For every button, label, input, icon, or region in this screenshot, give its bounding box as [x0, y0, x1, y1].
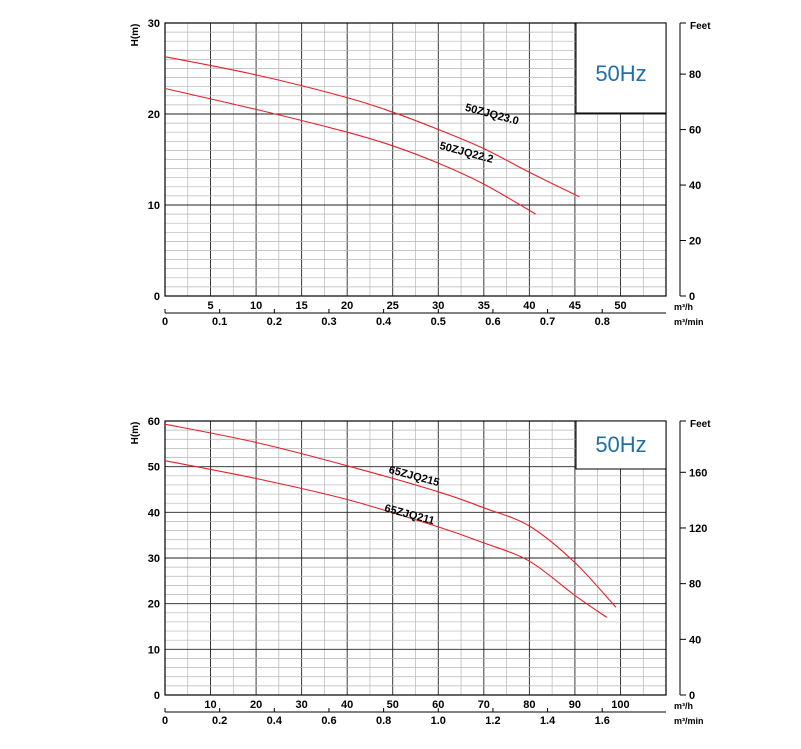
x2-tick-label: 0.5	[431, 316, 446, 328]
feet-tick-label: 0	[689, 291, 695, 303]
x2-tick-label: 0.2	[267, 316, 282, 328]
x2-tick-label: 0.2	[212, 715, 227, 727]
x2-tick-label: 0.8	[376, 715, 391, 727]
x2-tick-label: 0.6	[485, 316, 500, 328]
x-tick-label: 20	[250, 699, 262, 711]
plot-frame	[164, 22, 667, 297]
x2-tick-label: 0.4	[267, 715, 283, 727]
y-tick-label: 10	[148, 200, 160, 212]
grid	[164, 22, 667, 297]
feet-tick-label: 20	[689, 236, 701, 248]
x-tick-label: 10	[250, 300, 262, 312]
x-tick-label: 30	[432, 300, 444, 312]
feet-tick-label: 80	[689, 69, 701, 81]
y-tick-label: 30	[148, 553, 160, 565]
x-tick-label: 15	[296, 300, 308, 312]
x-tick-label: 35	[478, 300, 490, 312]
feet-axis-label: Feet	[690, 419, 711, 430]
x-tick-label: 10	[204, 699, 216, 711]
y-tick-label: 20	[148, 109, 160, 121]
feet-tick-label: 160	[689, 467, 707, 479]
feet-axis-label: Feet	[690, 21, 711, 32]
x2-tick-label: 0	[162, 316, 168, 328]
x2-unit-label: m³/min	[674, 317, 704, 327]
x2-tick-label: 0.1	[212, 316, 227, 328]
y-tick-label: 60	[148, 416, 160, 428]
y-axis-label: H(m)	[130, 24, 141, 47]
x2-tick-label: 1.6	[595, 715, 610, 727]
x2-tick-label: 1.2	[485, 715, 500, 727]
x-tick-label: 20	[341, 300, 353, 312]
x-tick-label: 100	[611, 699, 629, 711]
feet-tick-label: 120	[689, 523, 707, 535]
x-tick-label: 30	[296, 699, 308, 711]
frequency-badge: 50Hz	[595, 432, 646, 457]
x-tick-label: 60	[432, 699, 444, 711]
x2-tick-label: 1.4	[540, 715, 556, 727]
y-tick-label: 30	[148, 18, 160, 30]
x2-tick-label: 1.0	[431, 715, 446, 727]
feet-tick-label: 0	[689, 690, 695, 702]
series-curve-50ZJQ22.2	[164, 87, 536, 215]
x-tick-label: 5	[207, 300, 213, 312]
frequency-badge-box	[575, 22, 667, 114]
x2-tick-label: 0.8	[595, 316, 610, 328]
chart-2: 50Hz H(m) 0 10 20 30 40 50 60 10 20 30 40 50 60 70 80 90 1…	[130, 416, 711, 727]
x-tick-label: 70	[478, 699, 490, 711]
plot-frame	[164, 420, 667, 696]
series-curve-65ZJQ215	[164, 423, 617, 608]
y-tick-label: 40	[148, 507, 160, 519]
x2-tick-label: 0.7	[540, 316, 555, 328]
x-tick-label: 25	[387, 300, 399, 312]
feet-tick-label: 80	[689, 579, 701, 591]
feet-tick-label: 40	[689, 634, 701, 646]
x-tick-label: 40	[523, 300, 535, 312]
x-tick-label: 45	[569, 300, 581, 312]
x-tick-label: 40	[341, 699, 353, 711]
y-tick-label: 10	[148, 644, 160, 656]
y-tick-label: 0	[154, 291, 160, 303]
feet-tick-label: 40	[689, 180, 701, 192]
x2-unit-label: m³/min	[674, 716, 704, 726]
y-tick-label: 0	[154, 690, 160, 702]
x2-tick-label: 0.6	[321, 715, 336, 727]
frequency-badge: 50Hz	[595, 61, 646, 86]
x-tick-label: 50	[614, 300, 626, 312]
feet-tick-label: 60	[689, 125, 701, 137]
y-tick-label: 50	[148, 462, 160, 474]
x-unit-label: m³/h	[674, 302, 693, 312]
x-unit-label: m³/h	[674, 701, 693, 711]
x2-tick-label: 0.4	[376, 316, 392, 328]
series-curve-50ZJQ23.0	[164, 56, 580, 198]
y-axis-label: H(m)	[130, 422, 141, 445]
x-tick-label: 80	[523, 699, 535, 711]
x-tick-label: 50	[387, 699, 399, 711]
x2-tick-label: 0	[162, 715, 168, 727]
frequency-badge-box	[575, 420, 667, 470]
y-tick-label: 20	[148, 599, 160, 611]
series-curve-65ZJQ211	[164, 460, 608, 618]
x-tick-label: 90	[569, 699, 581, 711]
x2-tick-label: 0.3	[321, 316, 336, 328]
